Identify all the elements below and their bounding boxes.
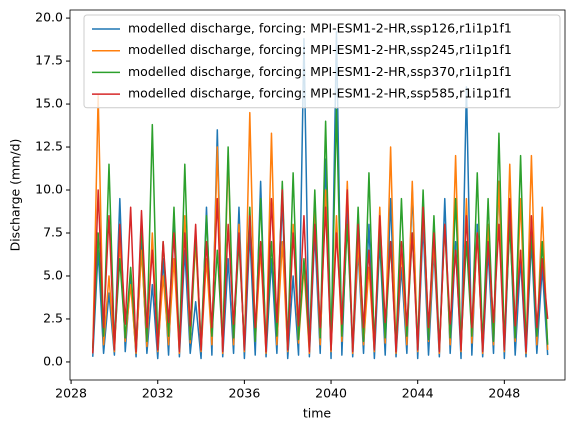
y-tick-label: 17.5 (35, 53, 63, 68)
x-tick-label: 2032 (142, 386, 174, 401)
x-tick-label: 2036 (228, 386, 260, 401)
x-tick-label: 2040 (315, 386, 347, 401)
y-tick-label: 20.0 (35, 10, 63, 25)
x-axis-label: time (303, 406, 332, 421)
series-line (92, 94, 549, 355)
x-tick-label: 2048 (488, 386, 520, 401)
series-line (92, 108, 549, 349)
legend-label: modelled discharge, forcing: MPI-ESM1-2-… (128, 64, 512, 79)
plot-frame (69, 9, 566, 381)
y-tick-label: 0.0 (43, 353, 63, 368)
y-tick-label: 2.5 (43, 310, 63, 325)
legend-label: modelled discharge, forcing: MPI-ESM1-2-… (128, 86, 512, 101)
y-tick-label: 10.0 (35, 182, 63, 197)
y-axis-label: Discharge (mm/d) (8, 139, 23, 252)
series-line (92, 189, 549, 354)
legend-label: modelled discharge, forcing: MPI-ESM1-2-… (128, 21, 512, 36)
series-line (92, 31, 549, 360)
y-tick-label: 15.0 (35, 96, 63, 111)
y-tick-label: 12.5 (35, 139, 63, 154)
legend-label: modelled discharge, forcing: MPI-ESM1-2-… (128, 42, 512, 57)
x-tick-label: 2044 (402, 386, 434, 401)
y-tick-label: 5.0 (43, 267, 63, 282)
x-tick-label: 2028 (55, 386, 87, 401)
legend-box (83, 14, 561, 109)
y-tick-label: 7.5 (43, 224, 63, 239)
